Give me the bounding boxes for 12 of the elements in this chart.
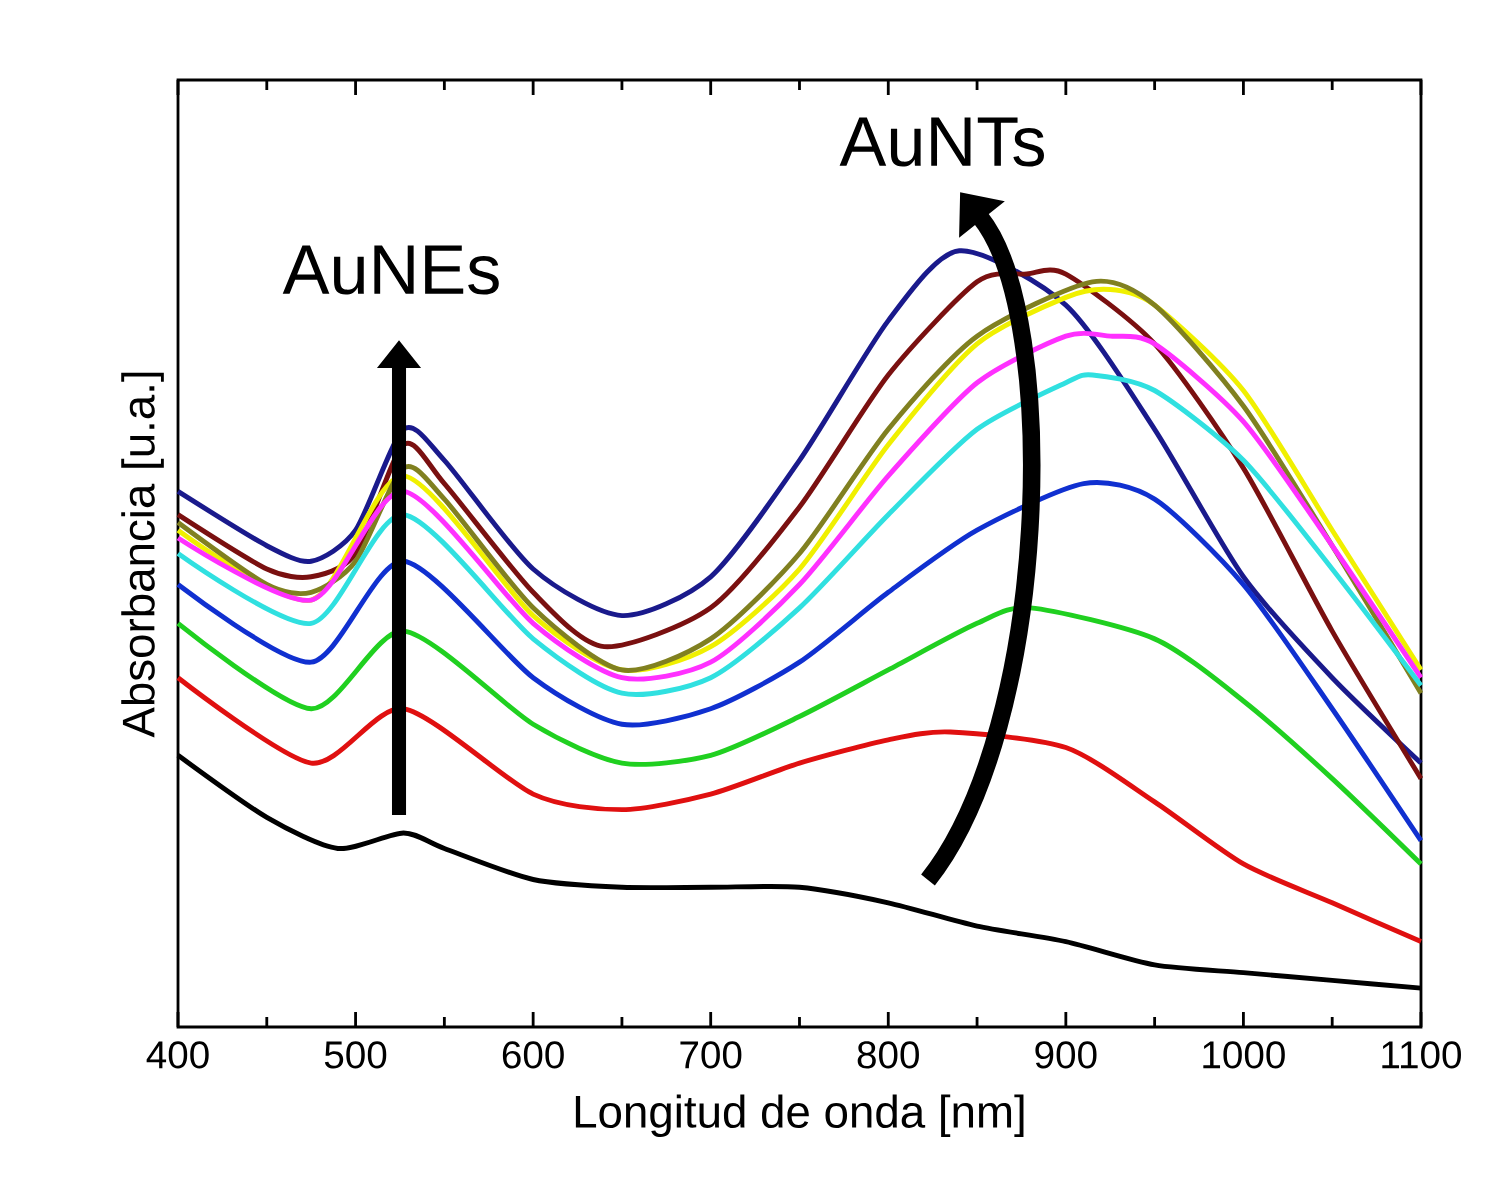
x-tick-label: 700 (680, 1041, 742, 1069)
text: AuNTs (839, 117, 1044, 167)
x-tick-label: 1100 (1382, 1041, 1461, 1069)
x-tick-label: 800 (857, 1041, 919, 1069)
x-tick-label: 400 (146, 1041, 209, 1069)
x-axis-title: Longitud de onda [nm] (575, 1094, 1024, 1138)
x-tick-label: 1000 (1203, 1041, 1285, 1069)
x-tick-label: 600 (502, 1041, 564, 1069)
x-tick-label: 900 (1035, 1041, 1097, 1069)
y-axis-title: Absorbancia [u.a.] (121, 372, 164, 738)
annotation: AuNEs (282, 245, 499, 295)
x-tick-label: 500 (324, 1041, 387, 1069)
